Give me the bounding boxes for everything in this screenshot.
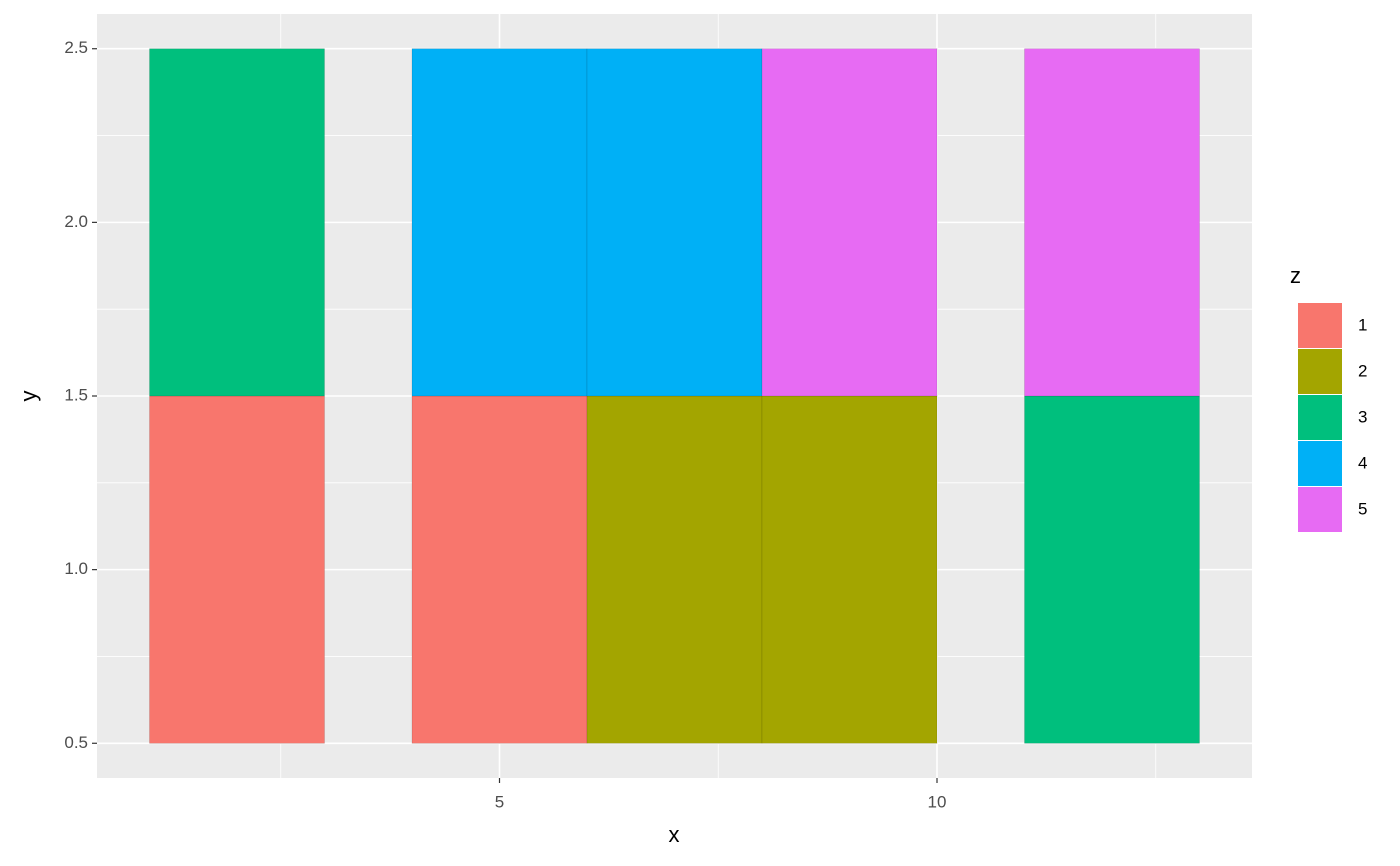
tile (761, 48, 938, 397)
legend-key (1298, 487, 1342, 532)
tile (411, 48, 588, 397)
y-tick-label: 1.5 (64, 385, 88, 404)
legend-key (1298, 349, 1342, 394)
x-axis-title: x (669, 822, 680, 847)
legend-label: 3 (1358, 407, 1367, 426)
tile (586, 48, 763, 397)
marks (149, 48, 1200, 744)
x-tick-label: 5 (495, 792, 504, 811)
tile (411, 395, 588, 744)
y-tick-label: 1.0 (64, 559, 88, 578)
legend-key (1298, 303, 1342, 348)
legend-label: 5 (1358, 499, 1367, 518)
tile (149, 48, 325, 397)
legend-key (1298, 441, 1342, 486)
x-tick-label: 10 (928, 792, 947, 811)
y-tick-label: 2.0 (64, 212, 88, 231)
y-tick-label: 2.5 (64, 38, 88, 57)
tile (586, 395, 763, 744)
y-axis-title: y (16, 391, 41, 402)
legend-label: 1 (1358, 315, 1367, 334)
tile (1024, 48, 1200, 397)
legend-key (1298, 395, 1342, 440)
y-tick-label: 0.5 (64, 733, 88, 752)
legend-label: 4 (1358, 453, 1367, 472)
tile (149, 395, 325, 744)
legend-label: 2 (1358, 361, 1367, 380)
legend-title: z (1290, 263, 1301, 288)
tile (1024, 395, 1200, 744)
tile (761, 395, 938, 744)
